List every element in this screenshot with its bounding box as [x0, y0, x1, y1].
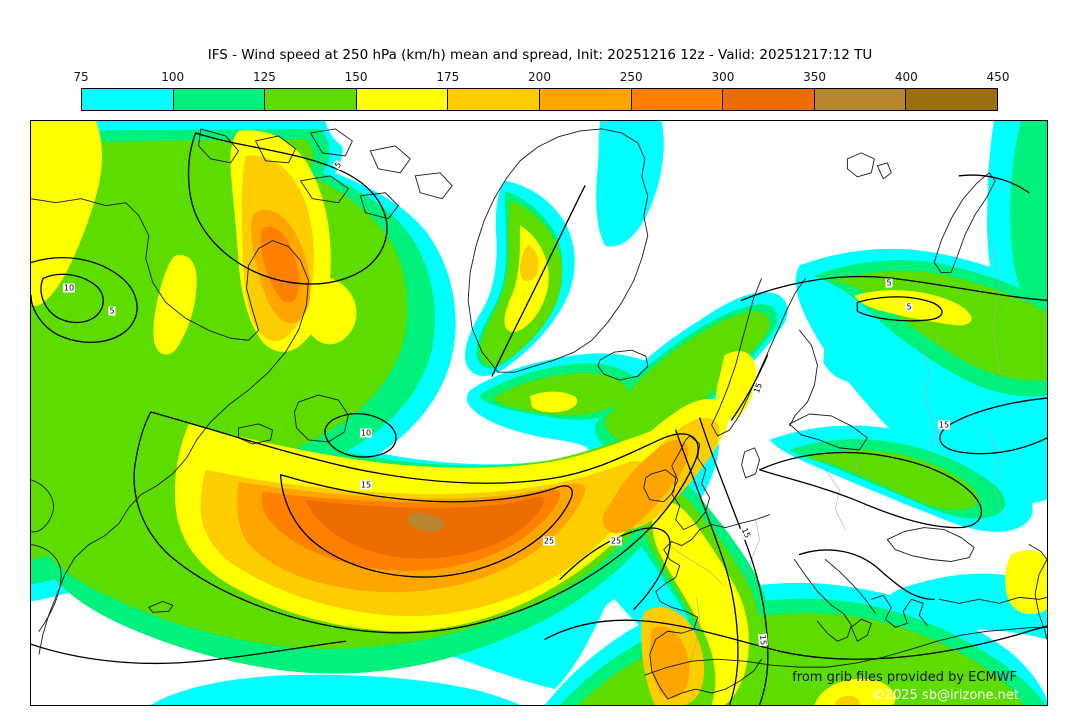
colorbar: [81, 88, 998, 111]
contour-label: 5: [108, 306, 116, 316]
country-borders: [671, 230, 1004, 665]
contour-label: 5: [885, 278, 893, 288]
colorbar-tick: 175: [436, 70, 460, 84]
colorbar-tick: 150: [344, 70, 368, 84]
contour-label: 15: [359, 480, 373, 490]
colorbar-segment: [447, 89, 539, 110]
colorbar-tick: 75: [73, 70, 89, 84]
colorbar-segment: [905, 89, 997, 110]
colorbar-segment: [172, 89, 265, 110]
spread-contours: [31, 132, 1047, 705]
colorbar-tick: 350: [803, 70, 827, 84]
coastlines: [31, 128, 1047, 700]
attribution-copyright: ©2025 sb@irizone.net: [871, 688, 1019, 703]
colorbar-tick: 250: [619, 70, 643, 84]
contour-label: 10: [62, 283, 76, 293]
colorbar-tick: 300: [711, 70, 735, 84]
colorbar-segment: [355, 89, 448, 110]
colorbar-segment: [538, 89, 631, 110]
wind-fill-layer: [31, 121, 1047, 705]
map-panel: 10 5 5 10 15 25 25 15 15 15 15 5 5 from …: [30, 120, 1048, 706]
attribution-source: from grib files provided by ECMWF: [792, 670, 1017, 685]
wind-speed-map-image: [31, 121, 1047, 705]
contour-label: 15: [757, 633, 769, 647]
colorbar-segment: [813, 89, 906, 110]
contour-label: 25: [609, 536, 623, 546]
contour-label: 15: [937, 420, 951, 430]
colorbar-segment: [82, 89, 173, 110]
page-title: IFS - Wind speed at 250 hPa (km/h) mean …: [207, 47, 873, 63]
contour-label: 10: [359, 428, 373, 438]
colorbar-tick: 100: [161, 70, 185, 84]
contour-label: 25: [542, 536, 556, 546]
colorbar-tick: 450: [986, 70, 1010, 84]
colorbar-segment: [630, 89, 723, 110]
colorbar-segment: [264, 89, 356, 110]
colorbar-tick: 400: [894, 70, 918, 84]
colorbar-tick: 200: [528, 70, 551, 84]
colorbar-tick: 125: [252, 70, 276, 84]
colorbar-segment: [722, 89, 814, 110]
contour-label: 5: [905, 302, 913, 312]
